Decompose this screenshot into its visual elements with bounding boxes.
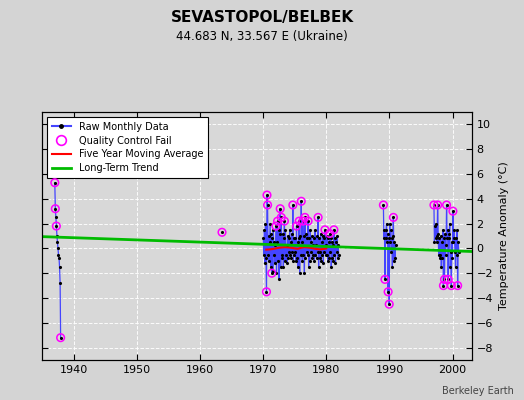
Point — [304, 218, 312, 224]
Point — [301, 214, 309, 220]
Point — [51, 180, 59, 186]
Point — [325, 230, 334, 237]
Point — [314, 214, 322, 220]
Point — [439, 282, 447, 289]
Point — [299, 218, 307, 224]
Point — [263, 192, 271, 198]
Point — [268, 270, 276, 276]
Point — [449, 208, 457, 214]
Point — [289, 202, 297, 208]
Point — [274, 218, 282, 224]
Point — [384, 288, 392, 295]
Point — [297, 198, 305, 204]
Point — [276, 206, 285, 212]
Point — [218, 229, 226, 236]
Point — [447, 282, 455, 289]
Point — [381, 276, 389, 282]
Point — [433, 202, 442, 208]
Point — [440, 276, 449, 282]
Text: SEVASTOPOL/BELBEK: SEVASTOPOL/BELBEK — [170, 10, 354, 25]
Y-axis label: Temperature Anomaly (°C): Temperature Anomaly (°C) — [498, 162, 508, 310]
Point — [264, 202, 272, 208]
Text: Berkeley Earth: Berkeley Earth — [442, 386, 514, 396]
Point — [321, 226, 329, 233]
Point — [385, 301, 394, 307]
Point — [379, 202, 388, 208]
Point — [263, 288, 271, 295]
Point — [51, 206, 60, 212]
Point — [295, 218, 303, 224]
Point — [57, 334, 65, 341]
Point — [292, 223, 301, 229]
Text: 44.683 N, 33.567 E (Ukraine): 44.683 N, 33.567 E (Ukraine) — [176, 30, 348, 43]
Point — [272, 223, 280, 229]
Legend: Raw Monthly Data, Quality Control Fail, Five Year Moving Average, Long-Term Tren: Raw Monthly Data, Quality Control Fail, … — [47, 117, 208, 178]
Point — [444, 276, 452, 282]
Point — [330, 226, 338, 233]
Point — [52, 223, 61, 229]
Point — [389, 214, 398, 220]
Point — [430, 202, 438, 208]
Point — [277, 214, 286, 220]
Point — [280, 218, 289, 224]
Point — [442, 202, 451, 208]
Point — [453, 282, 462, 289]
